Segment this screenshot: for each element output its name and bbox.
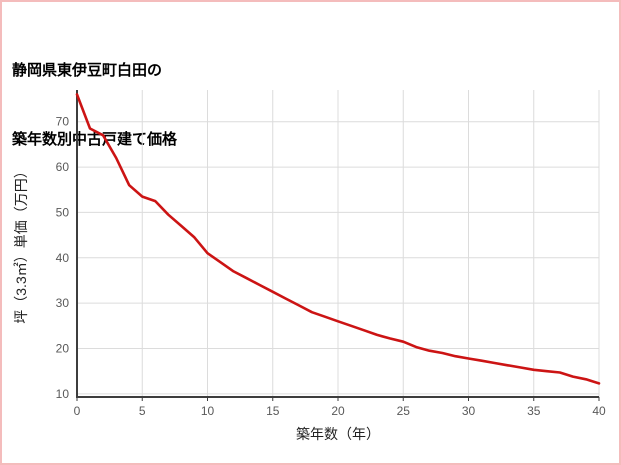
gridlines: [77, 90, 600, 397]
series: [75, 93, 601, 385]
y-tick-label: 20: [56, 341, 70, 355]
y-tick-label: 60: [56, 160, 70, 174]
x-axis-title: 築年数（年）: [296, 426, 380, 442]
x-tick-label: 0: [74, 404, 81, 418]
y-tick-label: 50: [56, 205, 70, 219]
x-tick-label: 10: [201, 404, 215, 418]
y-axis-title: 坪（3.3㎡）単価（万円）: [13, 164, 29, 323]
x-tick-label: 20: [331, 404, 345, 418]
y-tick-label: 10: [56, 387, 70, 401]
chart-title-line2: 築年数別中古戸建て価格: [12, 131, 178, 149]
chart-title-line1: 静岡県東伊豆町白田の: [12, 61, 163, 79]
y-tick-label: 70: [56, 115, 70, 129]
x-tick-label: 25: [397, 404, 411, 418]
y-tick-label: 40: [56, 251, 70, 265]
y-tick-label: 30: [56, 296, 70, 310]
axes: [76, 90, 600, 401]
x-tick-label: 30: [462, 404, 476, 418]
chart-title: 静岡県東伊豆町白田の 築年数別中古戸建て価格: [12, 12, 177, 198]
tick-labels: 0 5 10 15 20 25 30 35 40 10 20 30 40 50 60 70: [56, 115, 606, 418]
x-tick-label: 35: [527, 404, 541, 418]
price-line: [75, 93, 601, 385]
x-tick-label: 5: [139, 404, 146, 418]
x-tick-label: 15: [266, 404, 280, 418]
x-tick-label: 40: [592, 404, 606, 418]
